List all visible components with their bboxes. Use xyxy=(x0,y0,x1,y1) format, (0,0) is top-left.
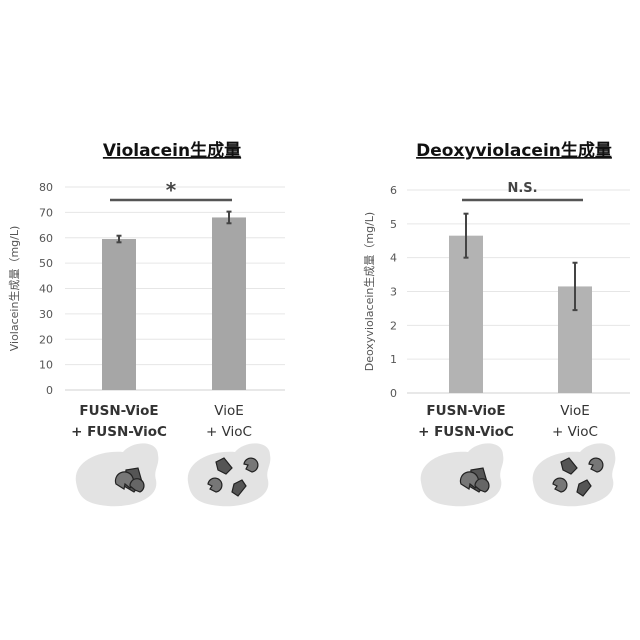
category-label: + FUSN-VioC xyxy=(418,424,514,440)
y-tick-label: 80 xyxy=(39,181,53,194)
y-tick-label: 0 xyxy=(390,387,397,400)
y-tick-label: 50 xyxy=(39,257,53,270)
y-tick-label: 3 xyxy=(390,286,397,299)
bar xyxy=(449,236,483,393)
y-tick-label: 30 xyxy=(39,308,53,321)
category-label: FUSN-VioE xyxy=(426,403,505,419)
y-tick-label: 40 xyxy=(39,283,53,296)
category-label: FUSN-VioE xyxy=(79,403,158,419)
y-tick-label: 0 xyxy=(46,384,53,397)
chart-title: Deoxyviolacein生成量 xyxy=(416,140,612,161)
y-tick-label: 60 xyxy=(39,232,53,245)
category-label: + VioC xyxy=(552,424,598,440)
y-tick-label: 2 xyxy=(390,319,397,332)
figure: Violacein生成量01020304050607080Violacein生成… xyxy=(0,0,640,640)
chart-2: Deoxyviolacein生成量 0 1 2 3 4 5 6 Deoxyviolacein生成… xyxy=(362,140,630,440)
category-label: + VioC xyxy=(206,424,252,440)
y-tick-label: 6 xyxy=(390,184,397,197)
y-tick-label: 10 xyxy=(39,359,53,372)
bar xyxy=(102,239,136,390)
y-axis-label: Violacein生成量（mg/L) xyxy=(7,226,21,352)
y-tick-label: 70 xyxy=(39,206,53,219)
bar xyxy=(212,217,246,390)
category-label: VioE xyxy=(214,403,243,419)
y-tick-label: 4 xyxy=(390,252,397,265)
y-tick-label: 1 xyxy=(390,353,397,366)
y-axis-label: Deoxyviolacein生成量（mg/L) xyxy=(362,212,376,371)
significance-label: N.S. xyxy=(507,181,537,196)
category-label: + FUSN-VioC xyxy=(71,424,167,440)
chart-title: Violacein生成量 xyxy=(103,140,241,161)
cell-free-enzymes-illustration xyxy=(533,443,616,506)
y-tick-label: 20 xyxy=(39,333,53,346)
y-tick-label: 5 xyxy=(390,218,397,231)
category-label: VioE xyxy=(560,403,589,419)
significance-label: * xyxy=(166,178,177,202)
cell-free-enzymes-illustration xyxy=(188,443,271,506)
cell-fused-enzymes-illustration xyxy=(76,443,159,506)
cell-fused-enzymes-illustration xyxy=(421,443,504,506)
chart-1: Violacein生成量 0 10 20 30 40 50 60 70 80 Violacein生成… xyxy=(7,140,285,440)
